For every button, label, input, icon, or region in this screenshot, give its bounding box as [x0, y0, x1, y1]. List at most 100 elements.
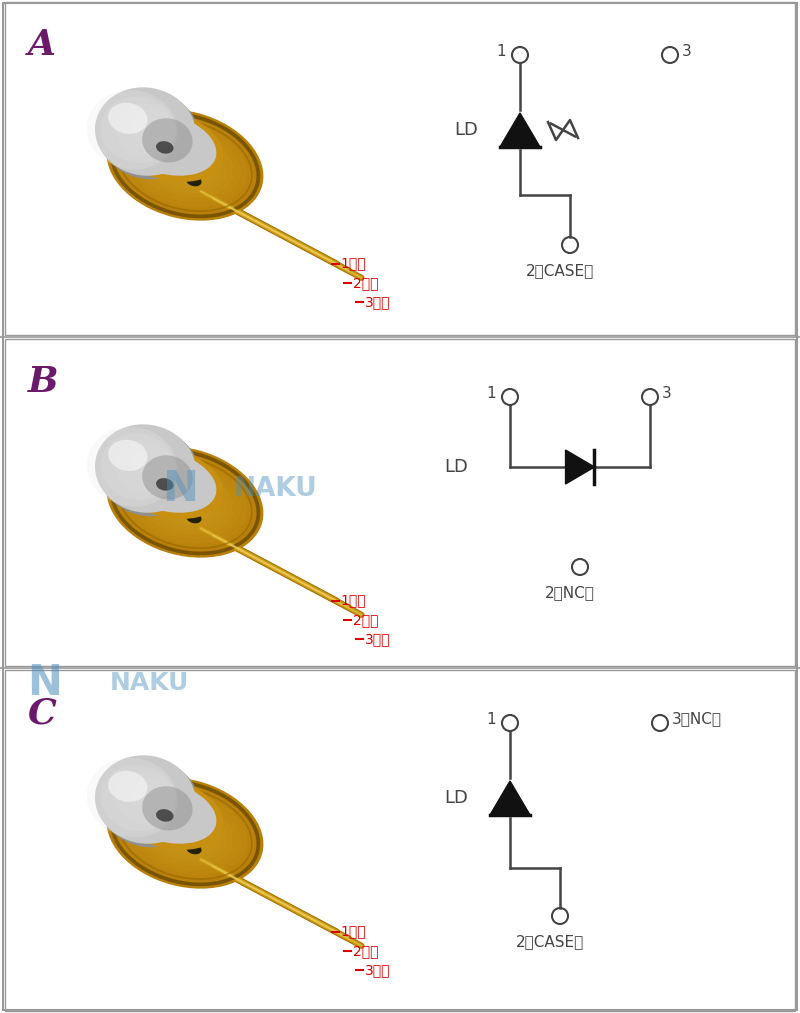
Bar — [5, 670, 795, 1011]
Ellipse shape — [146, 807, 221, 857]
Ellipse shape — [156, 809, 174, 822]
Ellipse shape — [108, 771, 147, 802]
Ellipse shape — [114, 456, 248, 544]
Text: 3: 3 — [662, 386, 672, 400]
Ellipse shape — [115, 441, 176, 493]
Ellipse shape — [108, 102, 147, 134]
Text: 1号脚: 1号脚 — [341, 925, 366, 939]
Ellipse shape — [186, 175, 202, 186]
Polygon shape — [500, 113, 540, 147]
Ellipse shape — [115, 780, 216, 844]
Ellipse shape — [130, 129, 234, 198]
Text: 1: 1 — [486, 711, 496, 726]
Ellipse shape — [111, 447, 223, 519]
Ellipse shape — [111, 777, 223, 850]
Ellipse shape — [131, 109, 177, 150]
Ellipse shape — [134, 797, 201, 842]
Ellipse shape — [146, 139, 221, 188]
Ellipse shape — [107, 447, 262, 557]
Ellipse shape — [115, 449, 216, 513]
Ellipse shape — [107, 778, 262, 888]
Ellipse shape — [107, 451, 254, 548]
Ellipse shape — [101, 434, 176, 500]
Ellipse shape — [142, 786, 193, 831]
Ellipse shape — [98, 427, 199, 517]
Text: 1: 1 — [486, 386, 496, 400]
Ellipse shape — [101, 765, 176, 831]
Text: 3〈NC〉: 3〈NC〉 — [672, 711, 722, 726]
Polygon shape — [566, 450, 594, 484]
Ellipse shape — [107, 110, 262, 220]
Text: 2〈CASE〉: 2〈CASE〉 — [516, 934, 584, 949]
Text: 2号脚: 2号脚 — [353, 277, 378, 290]
Ellipse shape — [186, 513, 202, 524]
Text: 1号脚: 1号脚 — [341, 256, 366, 270]
Text: 2号脚: 2号脚 — [353, 613, 378, 627]
Ellipse shape — [138, 134, 227, 193]
Ellipse shape — [131, 778, 177, 817]
Ellipse shape — [142, 455, 193, 499]
Ellipse shape — [161, 486, 207, 517]
Ellipse shape — [98, 91, 199, 179]
Ellipse shape — [95, 424, 196, 513]
Ellipse shape — [107, 782, 254, 879]
Bar — [5, 339, 795, 666]
Ellipse shape — [111, 109, 223, 182]
Ellipse shape — [142, 119, 193, 162]
Text: 2〈CASE〉: 2〈CASE〉 — [526, 263, 594, 278]
Text: 2〈NC〉: 2〈NC〉 — [545, 585, 595, 600]
Text: NAKU: NAKU — [110, 671, 190, 695]
Ellipse shape — [115, 112, 216, 175]
Text: N: N — [162, 468, 198, 510]
Ellipse shape — [115, 771, 176, 825]
Ellipse shape — [98, 759, 199, 847]
Ellipse shape — [131, 447, 177, 486]
Ellipse shape — [122, 461, 241, 539]
Ellipse shape — [87, 758, 178, 838]
Ellipse shape — [122, 124, 241, 202]
Polygon shape — [490, 781, 530, 815]
Text: LD: LD — [444, 458, 468, 476]
Ellipse shape — [186, 844, 202, 854]
Ellipse shape — [161, 149, 207, 179]
Ellipse shape — [161, 816, 207, 848]
Text: A: A — [28, 28, 56, 62]
Ellipse shape — [115, 103, 176, 156]
Ellipse shape — [108, 440, 147, 471]
Ellipse shape — [95, 756, 196, 844]
Ellipse shape — [138, 802, 227, 861]
Ellipse shape — [95, 87, 196, 176]
Text: 3号脚: 3号脚 — [366, 632, 390, 646]
Ellipse shape — [153, 144, 214, 184]
Text: LD: LD — [454, 121, 478, 139]
Ellipse shape — [153, 481, 214, 521]
Ellipse shape — [87, 427, 178, 506]
Text: 1: 1 — [496, 44, 506, 59]
Ellipse shape — [153, 811, 214, 852]
Text: N: N — [27, 663, 62, 704]
Text: 3: 3 — [682, 44, 692, 59]
Ellipse shape — [101, 96, 176, 163]
Ellipse shape — [156, 141, 174, 154]
Text: 3号脚: 3号脚 — [366, 296, 390, 309]
Bar — [5, 2, 795, 335]
Text: B: B — [28, 365, 58, 399]
Ellipse shape — [134, 467, 201, 511]
Ellipse shape — [138, 471, 227, 530]
Ellipse shape — [122, 792, 241, 870]
Text: C: C — [28, 696, 57, 730]
Text: 1号脚: 1号脚 — [341, 594, 366, 608]
Ellipse shape — [130, 466, 234, 535]
Ellipse shape — [134, 130, 201, 174]
Text: NAKU: NAKU — [234, 476, 317, 501]
Ellipse shape — [156, 478, 174, 490]
Ellipse shape — [130, 797, 234, 865]
Ellipse shape — [146, 476, 221, 526]
Text: LD: LD — [444, 789, 468, 807]
Ellipse shape — [114, 119, 248, 207]
Text: 2号脚: 2号脚 — [353, 944, 378, 958]
Ellipse shape — [87, 90, 178, 169]
Ellipse shape — [107, 114, 254, 211]
Text: 3号脚: 3号脚 — [366, 963, 390, 978]
Ellipse shape — [114, 787, 248, 874]
